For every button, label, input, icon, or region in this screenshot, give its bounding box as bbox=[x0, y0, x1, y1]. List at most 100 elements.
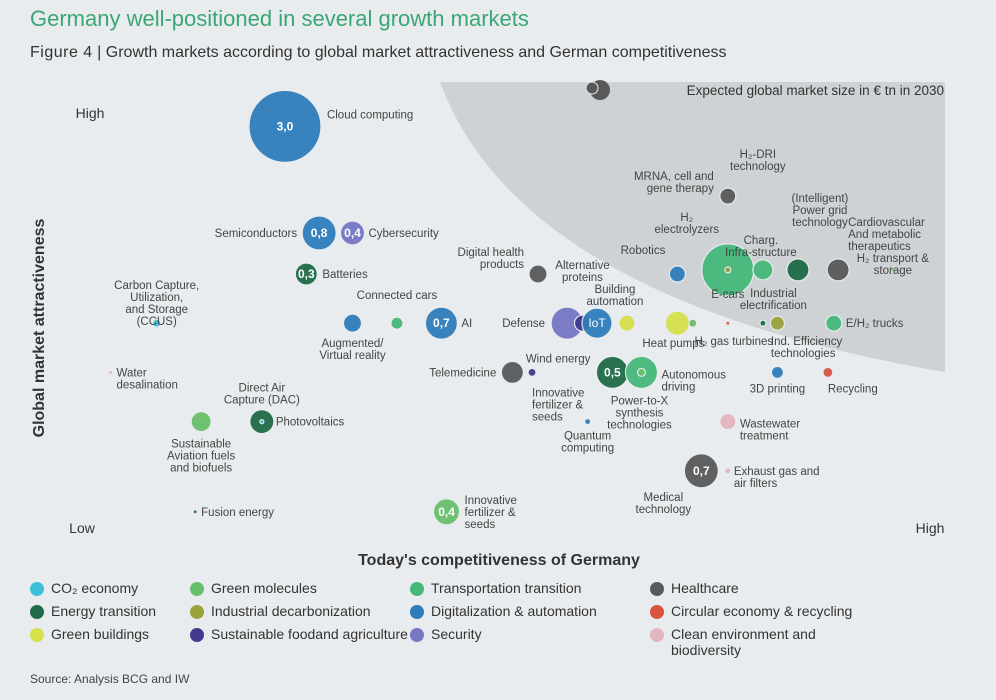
bubble-label-10: Photovoltaics bbox=[276, 417, 345, 429]
bubble-label-39: Recycling bbox=[828, 383, 878, 395]
bubble-label-line: fertilizer & bbox=[532, 399, 583, 411]
bubble-label-line: Water bbox=[117, 367, 147, 379]
bubble-17 bbox=[581, 307, 613, 339]
bubble-38 bbox=[770, 365, 785, 379]
bubble-label-line: Charg. bbox=[744, 235, 779, 247]
bubble-label-line: MRNA, cell and bbox=[634, 171, 714, 183]
bubble-label-line: Telemedicine bbox=[429, 367, 496, 379]
legend-label: Green molecules bbox=[211, 580, 317, 596]
size-sample-bubble-small bbox=[585, 81, 599, 95]
legend-swatch bbox=[650, 628, 664, 642]
bubble-label-line: And metabolic bbox=[848, 229, 921, 241]
bubble-label-34: Innovative fertilizer & seeds bbox=[532, 387, 584, 423]
legend-item-co2: CO₂ economy bbox=[30, 580, 250, 596]
x-high-label: High bbox=[916, 520, 945, 536]
bubble-5 bbox=[342, 313, 363, 333]
legend-label: Healthcare bbox=[671, 580, 739, 596]
bubble-20 bbox=[664, 310, 690, 336]
legend-item-energy: Energy transition bbox=[30, 603, 250, 619]
bubble-label-line: fertilizer & bbox=[465, 507, 516, 519]
bubble-label-37: Power-to-X synthesis technologies bbox=[607, 395, 672, 431]
bubble-label-line: Quantum bbox=[564, 431, 611, 443]
bubble-3 bbox=[294, 262, 318, 286]
bubble-label-29: Industrial electrification bbox=[740, 288, 807, 312]
bubble-43 bbox=[724, 467, 732, 475]
legend-swatch bbox=[30, 582, 44, 596]
bubble-label-line: Defense bbox=[502, 318, 545, 330]
bubble-24 bbox=[719, 187, 737, 205]
bubble-label-line: Virtual reality bbox=[319, 350, 386, 362]
bubble-label-24: MRNA, cell and gene therapy bbox=[634, 171, 714, 195]
bubble-label-line: Utilization, bbox=[130, 292, 183, 304]
bubble-value-7: 0,7 bbox=[433, 316, 450, 330]
bubble-value-2: 0,4 bbox=[344, 226, 361, 240]
bubble-label-line: Exhaust gas and bbox=[734, 466, 820, 478]
y-axis-label: Global market attractiveness bbox=[31, 219, 48, 438]
bubble-label-38: 3D printing bbox=[750, 383, 806, 395]
attractive-zone bbox=[440, 82, 945, 372]
bubble-label-16: Alternative proteins bbox=[555, 260, 609, 284]
bubble-value-35: 0,5 bbox=[604, 365, 621, 379]
legend-label: Industrial decarbonization bbox=[211, 603, 371, 619]
bubble-label-line: Heat pumps bbox=[642, 338, 704, 350]
bubble-label-11: Direct Air Capture (DAC) bbox=[224, 383, 300, 407]
bubble-28 bbox=[890, 267, 896, 273]
legend-swatch bbox=[190, 628, 204, 642]
x-low-label: Low bbox=[69, 520, 96, 536]
size-note: Expected global market size in € tn in 2… bbox=[687, 83, 944, 98]
legend-swatch bbox=[410, 628, 424, 642]
bubble-label-line: H₂ gas turbines bbox=[695, 336, 774, 348]
legend-item-food: Sustainable foodand agriculture bbox=[190, 626, 410, 642]
bubble-label-line: (CCUS) bbox=[137, 316, 177, 328]
bubble-label-line: Medical bbox=[644, 492, 684, 504]
bubble-label-line: Power grid bbox=[792, 205, 847, 217]
legend-label: Green buildings bbox=[51, 626, 150, 642]
bubble-label-36: Autonomous driving bbox=[661, 369, 726, 393]
bubble-label-28: H₂ transport & storage bbox=[857, 253, 930, 277]
bubble-label-13: Innovative fertilizer & seeds bbox=[465, 495, 517, 531]
bubble-label-line: proteins bbox=[562, 272, 603, 284]
bubble-label-26: (Intelligent) Power grid technology bbox=[791, 193, 848, 229]
figure-text: Growth markets according to global marke… bbox=[105, 44, 727, 61]
bubble-label-line: Infra-structure bbox=[725, 247, 797, 259]
bubble-8 bbox=[107, 369, 114, 375]
bubble-2 bbox=[339, 220, 366, 246]
bubble-label-3: Batteries bbox=[322, 269, 368, 281]
bubble-label-2: Cybersecurity bbox=[368, 228, 439, 240]
legend-label: Security bbox=[431, 626, 482, 642]
bubble-label-line: Robotics bbox=[621, 245, 666, 257]
bubble-label-line: Cloud computing bbox=[327, 109, 413, 121]
bubble-label-7: AI bbox=[461, 318, 472, 330]
bubble-label-42: Medical technology bbox=[636, 492, 692, 516]
legend-swatch bbox=[30, 628, 44, 642]
bubble-value-42: 0,7 bbox=[693, 464, 710, 478]
legend-swatch bbox=[650, 605, 664, 619]
bubble-label-21: H₂ electrolyzers bbox=[654, 212, 719, 236]
bubble-chart: Expected global market size in € tn in 2… bbox=[31, 80, 945, 569]
bubble-19 bbox=[668, 265, 686, 283]
bubble-37 bbox=[636, 367, 647, 377]
bubble-7 bbox=[424, 306, 459, 340]
bubble-18 bbox=[618, 314, 636, 332]
source-note: Source: Analysis BCG and IW bbox=[30, 672, 190, 686]
legend-item-circular: Circular economy & recycling bbox=[650, 603, 870, 619]
bubble-label-line: technology bbox=[730, 161, 786, 173]
bubble-value-0: 3,0 bbox=[277, 119, 294, 133]
bubble-30 bbox=[825, 314, 843, 332]
bubble-label-1: Semiconductors bbox=[215, 228, 298, 240]
bubble-label-line: synthesis bbox=[616, 407, 664, 419]
bubble-label-43: Exhaust gas and air filters bbox=[734, 466, 820, 490]
bubble-label-15: Defense bbox=[502, 318, 545, 330]
legend-label: Clean environment and biodiversity bbox=[671, 626, 816, 658]
bubble-label-line: automation bbox=[586, 296, 643, 308]
bubble-label-12: Fusion energy bbox=[201, 507, 274, 519]
bubble-21 bbox=[688, 318, 698, 328]
bubble-label-line: Wind energy bbox=[526, 353, 591, 365]
legend-label: Sustainable foodand agriculture bbox=[211, 626, 408, 642]
bubble-label-line: air filters bbox=[734, 478, 778, 490]
bubble-12 bbox=[192, 509, 198, 515]
bubble-14 bbox=[528, 264, 548, 284]
bubble-4 bbox=[152, 318, 162, 328]
legend-swatch bbox=[190, 582, 204, 596]
figure-separator: | bbox=[97, 44, 106, 61]
